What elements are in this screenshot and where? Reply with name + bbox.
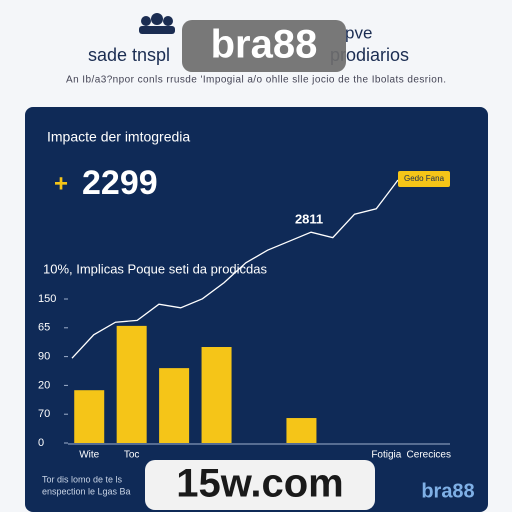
logo: bra88 [421, 480, 474, 502]
header-subtitle: An Ib/a3?npor conls rrusde 'Impogial a/o… [66, 75, 446, 86]
y-tick-label: 150 [38, 293, 56, 305]
x-tick-label: Wite [79, 450, 99, 461]
bar [74, 390, 105, 443]
bar [286, 418, 317, 443]
chart-subtitle: 10%, Implicas Poque seti da prodicdas [43, 261, 268, 276]
header-title: pve [345, 23, 372, 42]
bar [116, 325, 147, 443]
kpi-sign: + [54, 170, 68, 197]
chart-title: Impacte der imtogredia [47, 129, 190, 145]
watermark-box [182, 20, 346, 72]
footnote: enspection le Lgas Ba [42, 486, 131, 496]
header-title: prodiarios [330, 45, 409, 65]
y-tick-label: 20 [38, 379, 50, 391]
bar [201, 347, 232, 443]
x-tick-label: Fotigia [371, 450, 401, 461]
x-tick-label: Toc [124, 450, 140, 461]
header-icons [139, 13, 175, 34]
header-title: sade tnspl [88, 45, 170, 65]
end-label: Gedo Fana [404, 174, 445, 183]
footnote: Tor dis lomo de te ls [42, 474, 123, 484]
y-tick-label: 0 [38, 437, 44, 449]
y-tick-label: 90 [38, 351, 50, 363]
kpi-value: 2299 [82, 164, 158, 202]
line [71, 179, 399, 359]
bar [159, 368, 190, 443]
annotation: 2811 [295, 212, 323, 227]
watermark: 15w.com [176, 462, 343, 506]
y-tick-label: 70 [38, 408, 50, 420]
x-tick-label: Cerecices [407, 450, 451, 461]
end-label-box [398, 171, 450, 187]
watermark: bra88 [211, 23, 318, 67]
watermark-box [145, 460, 375, 510]
y-tick-label: 65 [38, 322, 50, 334]
